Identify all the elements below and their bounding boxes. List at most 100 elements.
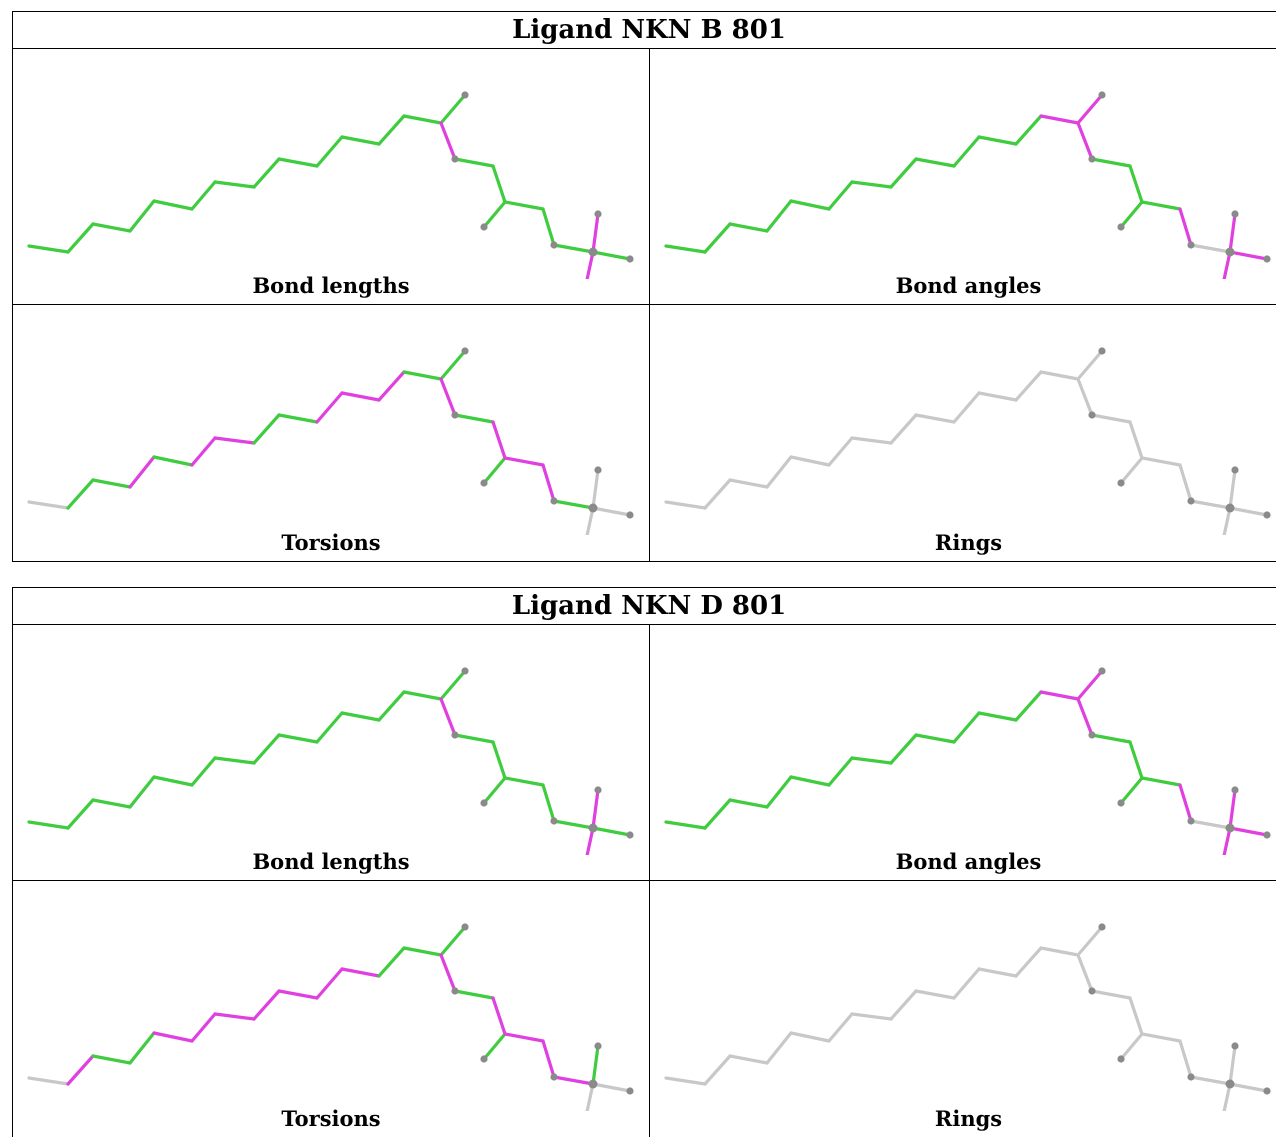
bond — [27, 244, 70, 254]
atom — [1117, 223, 1125, 231]
bond — [439, 377, 457, 417]
bond — [1076, 349, 1104, 381]
bond — [914, 733, 956, 744]
bond — [977, 711, 1018, 722]
bond — [1140, 200, 1182, 211]
bond — [482, 200, 507, 229]
bond — [952, 135, 981, 168]
bond — [482, 1032, 507, 1061]
bond — [1014, 946, 1043, 978]
atom — [626, 831, 634, 839]
bond — [850, 1012, 893, 1021]
atom — [461, 923, 469, 931]
bond — [552, 1075, 595, 1086]
atom — [1098, 347, 1106, 355]
bond — [402, 370, 443, 381]
atom — [461, 667, 469, 675]
atom — [1187, 1073, 1195, 1081]
bond — [1222, 826, 1232, 855]
panel-bond-angles: Bond angles — [650, 625, 1276, 881]
bond — [128, 775, 156, 809]
molecule-diagram — [664, 667, 1271, 855]
bond — [789, 775, 831, 787]
bond — [1140, 1032, 1182, 1043]
atom — [480, 799, 488, 807]
bond — [340, 391, 381, 402]
panel-torsions: Torsions — [13, 305, 650, 561]
bond — [491, 740, 507, 780]
atom — [1088, 155, 1096, 163]
bond — [552, 243, 595, 254]
bond — [482, 456, 507, 485]
bond — [1222, 1082, 1232, 1111]
panel-label: Rings — [934, 1106, 1003, 1131]
bond — [827, 1012, 854, 1043]
bond — [152, 775, 194, 787]
bond — [1222, 250, 1232, 279]
bond — [1189, 819, 1232, 830]
bond — [1128, 740, 1144, 780]
bond — [503, 200, 545, 211]
panel-label: Bond angles — [895, 849, 1042, 874]
atom — [626, 1087, 634, 1095]
bond — [402, 690, 443, 701]
bond — [1076, 953, 1094, 993]
atom — [461, 347, 469, 355]
bond — [213, 1012, 256, 1021]
atom — [550, 1073, 558, 1081]
atom — [1263, 511, 1271, 519]
bond — [377, 114, 406, 146]
atom — [1088, 731, 1096, 739]
atom — [451, 155, 459, 163]
bond — [482, 776, 507, 805]
bond — [914, 413, 956, 424]
panel-label: Bond lengths — [252, 273, 410, 298]
bond — [1039, 690, 1080, 701]
atom — [451, 987, 459, 995]
atom — [626, 255, 634, 263]
bond — [889, 989, 918, 1021]
bond — [277, 733, 319, 744]
atom — [550, 241, 558, 249]
bond — [977, 135, 1018, 146]
bond — [952, 967, 981, 1000]
atom — [480, 1055, 488, 1063]
bond — [340, 967, 381, 978]
bond — [591, 250, 632, 261]
bond — [152, 455, 194, 467]
bond — [1178, 463, 1193, 503]
bond — [213, 756, 256, 765]
bond — [66, 798, 95, 830]
bond — [190, 756, 217, 787]
bond — [1090, 413, 1132, 424]
bond — [1090, 733, 1132, 744]
bond — [453, 157, 495, 168]
bond — [914, 157, 956, 168]
bond — [1178, 783, 1193, 823]
atom — [1225, 503, 1235, 513]
bond — [453, 989, 495, 1000]
atom — [1225, 247, 1235, 257]
bond — [591, 212, 600, 254]
bond — [377, 690, 406, 722]
bond — [765, 1031, 793, 1065]
molecule-diagram — [664, 923, 1271, 1111]
bond — [315, 135, 344, 168]
atom — [1231, 210, 1239, 218]
bond — [402, 946, 443, 957]
atom — [1117, 479, 1125, 487]
bond — [503, 776, 545, 787]
atom — [588, 503, 598, 513]
bond — [1039, 114, 1080, 125]
bond — [1228, 468, 1237, 510]
bond — [1014, 114, 1043, 146]
bond — [552, 499, 595, 510]
bond — [703, 798, 732, 830]
bond — [27, 1076, 70, 1086]
bond — [664, 244, 707, 254]
atom — [1225, 1079, 1235, 1089]
molecule-diagram — [664, 347, 1271, 535]
atom — [588, 247, 598, 257]
atom — [1088, 987, 1096, 995]
molecule-diagram — [27, 667, 634, 855]
